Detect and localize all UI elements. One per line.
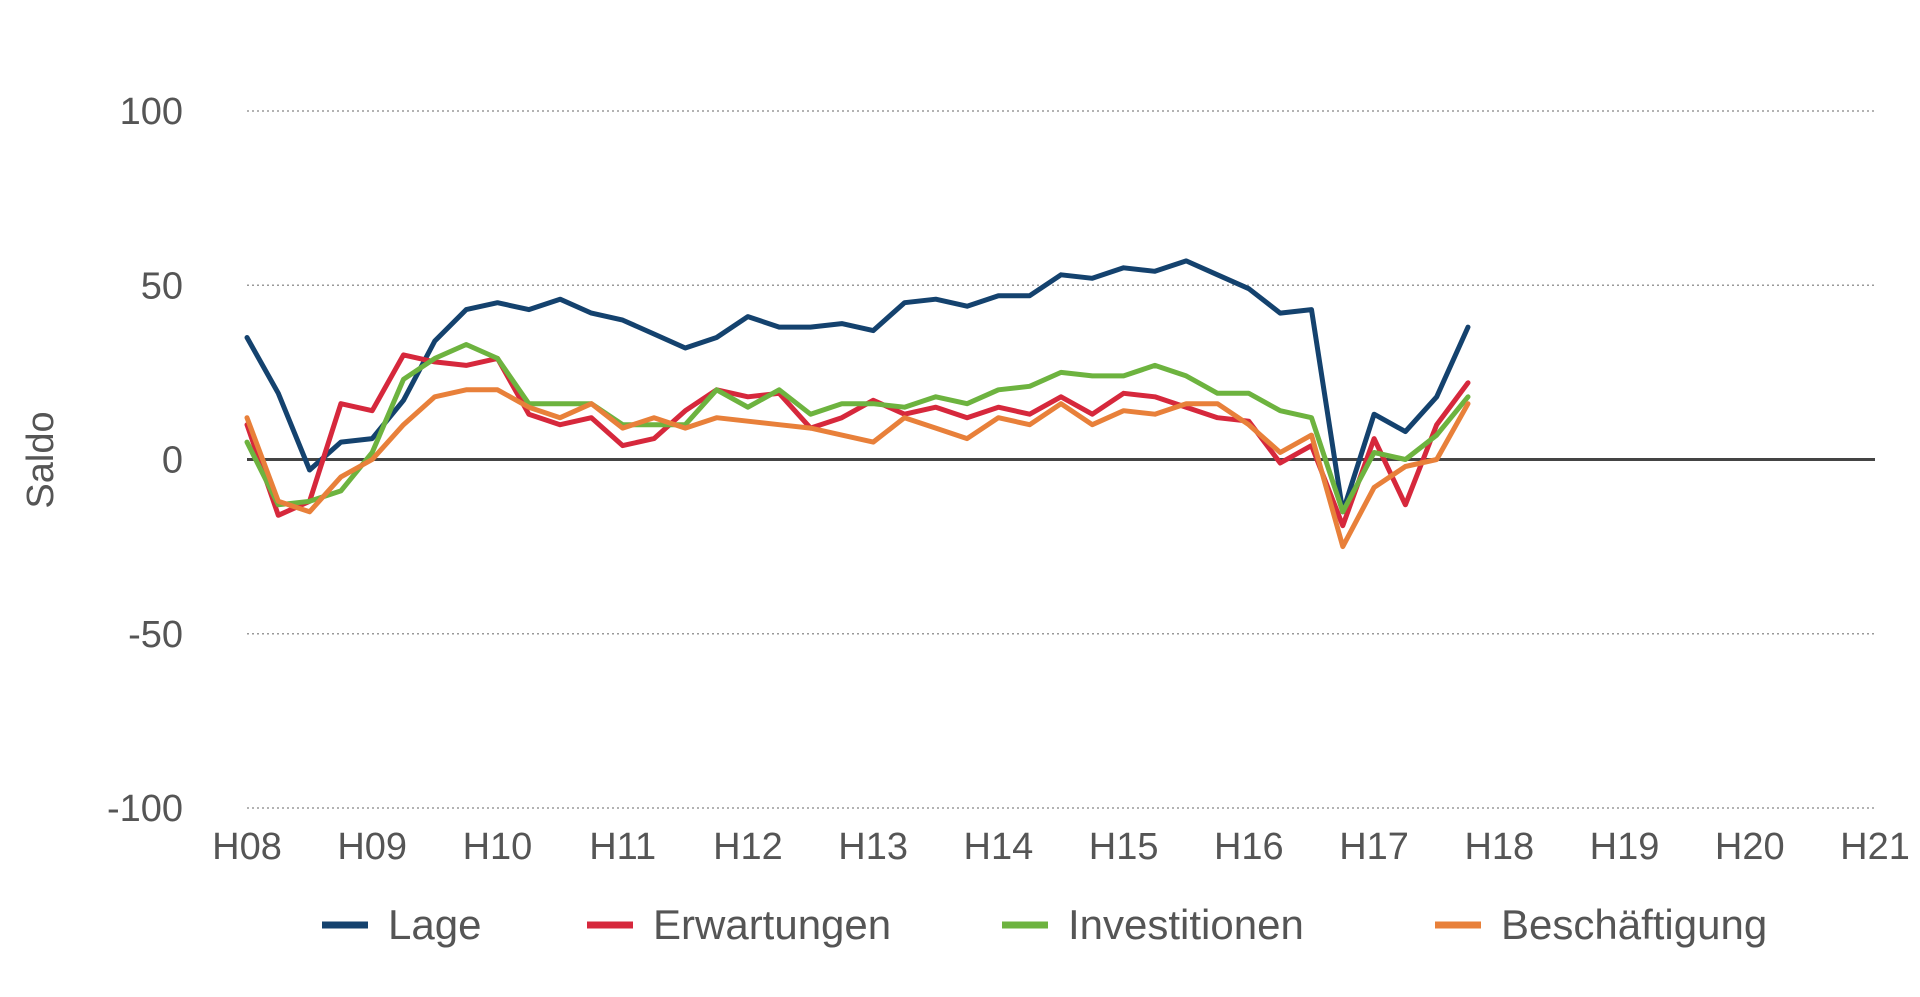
x-tick-label: H11 bbox=[589, 826, 656, 868]
gridlines bbox=[247, 110, 1875, 809]
x-tick-label: H16 bbox=[1214, 826, 1284, 868]
y-axis-title: Saldo bbox=[20, 411, 62, 508]
y-tick-label: 50 bbox=[141, 265, 183, 307]
series-line-investitionen bbox=[244, 342, 1471, 515]
x-axis-ticks: H08 H09 H10 H11 H12 H13 H14 H15 H16 H17 H18 H19 H20 H… bbox=[212, 826, 1910, 868]
y-tick-label: 0 bbox=[162, 440, 183, 482]
series-line-beschäftigung bbox=[244, 387, 1471, 550]
series-line-lage bbox=[244, 258, 1471, 515]
x-tick-label: H12 bbox=[713, 826, 783, 868]
y-tick-label: 100 bbox=[120, 91, 183, 133]
x-tick-label: H08 bbox=[212, 826, 282, 868]
y-tick-label: -100 bbox=[107, 788, 183, 830]
legend-label-investitionen: Investitionen bbox=[1068, 901, 1304, 948]
x-tick-label: H17 bbox=[1339, 826, 1409, 868]
y-tick-label: -50 bbox=[128, 614, 183, 656]
x-tick-label: H10 bbox=[463, 826, 533, 868]
series-lines bbox=[244, 258, 1471, 550]
x-tick-label: H14 bbox=[964, 826, 1034, 868]
x-tick-label: H20 bbox=[1715, 826, 1785, 868]
legend: Lage Erwartungen Investitionen Beschäftigun… bbox=[322, 901, 1767, 948]
legend-label-erwartungen: Erwartungen bbox=[653, 901, 891, 948]
legend-label-beschäftigung: Beschäftigung bbox=[1501, 901, 1767, 948]
series-line-erwartungen bbox=[244, 352, 1471, 529]
x-tick-label: H13 bbox=[838, 826, 908, 868]
x-tick-label: H18 bbox=[1464, 826, 1534, 868]
y-axis-ticks: -100 -50 0 50 100 bbox=[107, 91, 183, 830]
x-tick-label: H21 bbox=[1840, 826, 1910, 868]
x-tick-label: H09 bbox=[337, 826, 407, 868]
x-tick-label: H19 bbox=[1590, 826, 1660, 868]
legend-label-lage: Lage bbox=[388, 901, 481, 948]
x-tick-label: H15 bbox=[1089, 826, 1159, 868]
